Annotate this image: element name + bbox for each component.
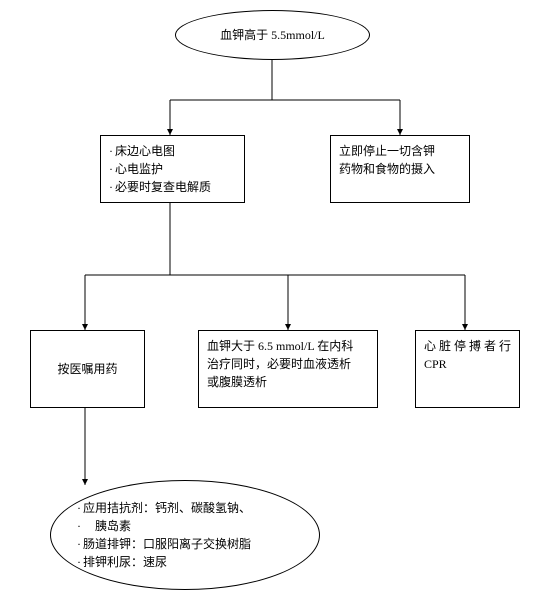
node-detail-item1: 应用拮抗剂：钙剂、碳酸氢钠、 <box>77 499 293 517</box>
node-cpr-line1: 心 脏 停 搏 者 行 <box>424 337 511 355</box>
node-stop-line1: 立即停止一切含钾 <box>339 142 461 160</box>
node-monitor-item3: 必要时复查电解质 <box>109 178 236 196</box>
node-detail-list: 应用拮抗剂：钙剂、碳酸氢钠、 胰岛素 肠道排钾：口服阳离子交换树脂 排钾利尿：速… <box>77 499 293 571</box>
node-detail-item2: 肠道排钾：口服阳离子交换树脂 <box>77 535 293 553</box>
node-dialysis-line2: 治疗同时，必要时血液透析 <box>207 355 369 373</box>
node-monitor: 床边心电图 心电监护 必要时复查电解质 <box>100 135 245 203</box>
node-dialysis-line1: 血钾大于 6.5 mmol/L 在内科 <box>207 337 369 355</box>
node-cpr: 心 脏 停 搏 者 行 CPR <box>415 330 520 408</box>
node-start-text: 血钾高于 5.5mmol/L <box>220 26 325 44</box>
node-dialysis-line3: 或腹膜透析 <box>207 373 369 391</box>
node-stop-potassium: 立即停止一切含钾 药物和食物的摄入 <box>330 135 470 203</box>
node-cpr-line2: CPR <box>424 355 511 373</box>
node-detail: 应用拮抗剂：钙剂、碳酸氢钠、 胰岛素 肠道排钾：口服阳离子交换树脂 排钾利尿：速… <box>50 480 320 590</box>
node-stop-line2: 药物和食物的摄入 <box>339 160 461 178</box>
node-med: 按医嘱用药 <box>30 330 145 408</box>
node-detail-item1b: 胰岛素 <box>77 517 293 535</box>
node-med-text: 按医嘱用药 <box>57 360 117 378</box>
node-start: 血钾高于 5.5mmol/L <box>175 10 370 60</box>
edges <box>85 60 465 485</box>
node-monitor-item2: 心电监护 <box>109 160 236 178</box>
node-dialysis: 血钾大于 6.5 mmol/L 在内科 治疗同时，必要时血液透析 或腹膜透析 <box>198 330 378 408</box>
node-monitor-list: 床边心电图 心电监护 必要时复查电解质 <box>109 142 236 196</box>
node-monitor-item1: 床边心电图 <box>109 142 236 160</box>
node-detail-item3: 排钾利尿：速尿 <box>77 553 293 571</box>
